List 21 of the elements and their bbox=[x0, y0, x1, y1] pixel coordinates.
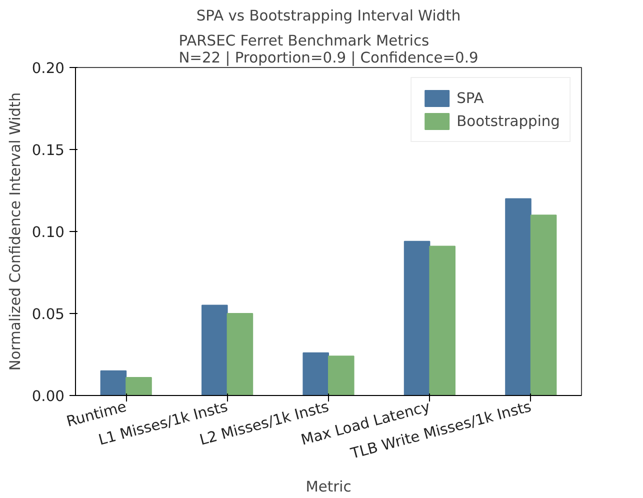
y-axis-title: Normalized Confidence Interval Width bbox=[6, 92, 24, 371]
y-tick-label: 0.05 bbox=[32, 306, 65, 323]
y-tick-label: 0.10 bbox=[32, 224, 65, 241]
legend-label: Bootstrapping bbox=[456, 112, 560, 130]
bar bbox=[530, 214, 557, 396]
bar bbox=[404, 240, 430, 396]
bar bbox=[302, 352, 329, 396]
chart-title: SPA vs Bootstrapping Interval Width bbox=[196, 8, 461, 24]
bar bbox=[202, 304, 228, 396]
x-axis-title: Metric bbox=[306, 478, 352, 496]
bar bbox=[328, 356, 354, 396]
y-tick-label: 0.20 bbox=[32, 60, 65, 77]
legend-label: SPA bbox=[456, 90, 484, 106]
bar bbox=[429, 246, 456, 396]
y-tick-label: 0.15 bbox=[32, 142, 65, 159]
bar bbox=[505, 198, 532, 396]
bar bbox=[126, 376, 152, 396]
y-tick-label: 0.00 bbox=[32, 388, 65, 405]
bar bbox=[226, 313, 254, 396]
bar bbox=[100, 370, 127, 396]
chart-subtitle: PARSEC Ferret Benchmark Metrics N=22 | Proportion=0.9 | Confidence=0.9 bbox=[178, 32, 478, 66]
